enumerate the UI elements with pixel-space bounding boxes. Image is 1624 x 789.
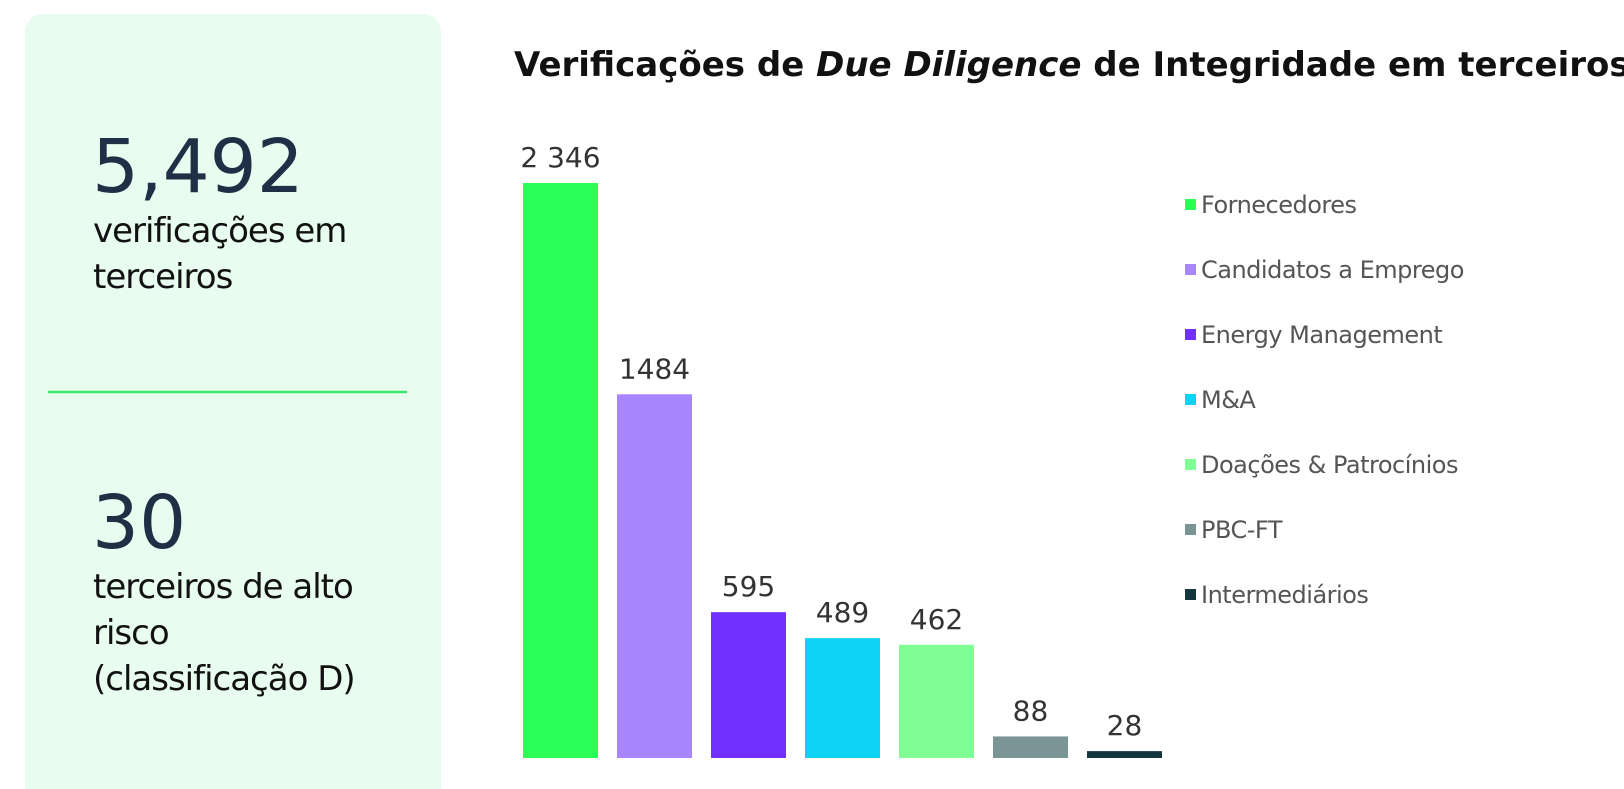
legend-label: Fornecedores [1201, 191, 1357, 219]
legend-label: Doações & Patrocínios [1201, 451, 1458, 479]
bar [523, 183, 598, 758]
value-label: 28 [1107, 709, 1143, 742]
stat-caption: (classificação D) [93, 659, 355, 699]
bar [993, 736, 1068, 758]
value-label: 1484 [619, 352, 690, 385]
stat-caption: terceiros de alto [93, 567, 353, 607]
legend-label: PBC-FT [1201, 516, 1283, 544]
legend-swatch [1185, 329, 1196, 340]
title-part: Verificações de [514, 45, 816, 85]
stat-caption: verificações em [93, 211, 346, 251]
bar [1087, 751, 1162, 758]
legend-swatch [1185, 459, 1196, 470]
legend-swatch [1185, 264, 1196, 275]
legend-swatch [1185, 524, 1196, 535]
bar [805, 638, 880, 758]
legend-swatch [1185, 589, 1196, 600]
stat-number: 5,492 [92, 124, 304, 210]
legend-swatch [1185, 199, 1196, 210]
value-label: 88 [1013, 694, 1049, 727]
value-label: 462 [910, 603, 963, 636]
bar [711, 612, 786, 758]
stats-card [25, 14, 441, 789]
value-label: 2 346 [520, 141, 600, 174]
legend-label: M&A [1201, 386, 1256, 414]
legend-label: Candidatos a Emprego [1201, 256, 1464, 284]
bar [899, 644, 974, 758]
stat-caption: risco [93, 613, 169, 653]
value-label: 595 [722, 570, 775, 603]
value-label: 489 [816, 596, 869, 629]
stat-number: 30 [92, 480, 186, 566]
stat-caption: terceiros [93, 257, 233, 297]
legend-swatch [1185, 394, 1196, 405]
legend-label: Intermediários [1201, 581, 1368, 609]
title-emphasis: Due Diligence [816, 45, 1081, 85]
title-part: de Integridade em terceiros [1081, 45, 1624, 85]
bar [617, 394, 692, 758]
legend-label: Energy Management [1201, 321, 1442, 349]
chart-title: Verificações de Due Diligence de Integri… [514, 45, 1624, 85]
